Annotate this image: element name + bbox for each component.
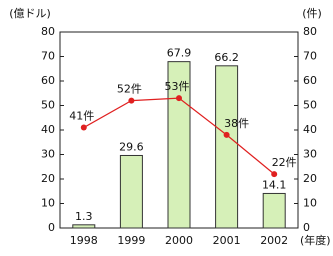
y2-axis-label: (件) — [302, 7, 322, 20]
y-tick-label: 50 — [41, 99, 55, 112]
line-point — [80, 124, 87, 131]
bar-value-label: 1.3 — [75, 210, 93, 223]
x-axis-label: (年度) — [300, 233, 331, 247]
y-tick-label: 40 — [41, 123, 55, 136]
y2-tick-label: 50 — [303, 99, 317, 112]
y-tick-label: 10 — [41, 197, 55, 210]
y2-tick-label: 70 — [303, 50, 317, 63]
y-tick-label: 0 — [48, 221, 55, 234]
bar — [262, 192, 286, 229]
y2-tick-label: 80 — [303, 25, 317, 38]
line-value-label: 38件 — [224, 117, 249, 130]
y2-tick-label: 0 — [303, 221, 310, 234]
x-tick-label: 2001 — [213, 234, 241, 247]
y2-tick-label: 10 — [303, 197, 317, 210]
y-tick-label: 60 — [41, 74, 55, 87]
x-tick-label: 2000 — [165, 234, 193, 247]
line-point — [128, 97, 135, 104]
line-point — [176, 95, 182, 102]
y-tick-label: 20 — [41, 172, 55, 185]
bar — [119, 154, 143, 229]
y2-tick-label: 30 — [303, 148, 317, 161]
line-value-label: 53件 — [165, 80, 190, 93]
y2-tick-label: 20 — [303, 172, 317, 185]
y2-tick-label: 60 — [303, 74, 317, 87]
x-tick-label: 1998 — [70, 234, 98, 247]
line-value-label: 41件 — [69, 110, 94, 123]
line-point — [223, 131, 230, 138]
x-tick-label: 2002 — [260, 234, 288, 247]
bar-value-label: 66.2 — [214, 51, 239, 64]
bar — [167, 61, 191, 229]
y-tick-label: 80 — [41, 25, 55, 38]
bar — [72, 224, 96, 229]
bar — [215, 65, 239, 229]
x-tick-label: 1999 — [117, 234, 145, 247]
bar-value-label: 29.6 — [119, 140, 144, 153]
y2-tick-label: 40 — [303, 123, 317, 136]
y-tick-label: 30 — [41, 148, 55, 161]
y-axis-label: (億ドル) — [9, 7, 51, 20]
line-value-label: 22件 — [272, 156, 297, 169]
bar-value-label: 14.1 — [262, 178, 287, 191]
line-value-label: 52件 — [117, 83, 142, 96]
bar-value-label: 67.9 — [167, 47, 192, 60]
line-point — [271, 171, 278, 178]
y-tick-label: 70 — [41, 50, 55, 63]
